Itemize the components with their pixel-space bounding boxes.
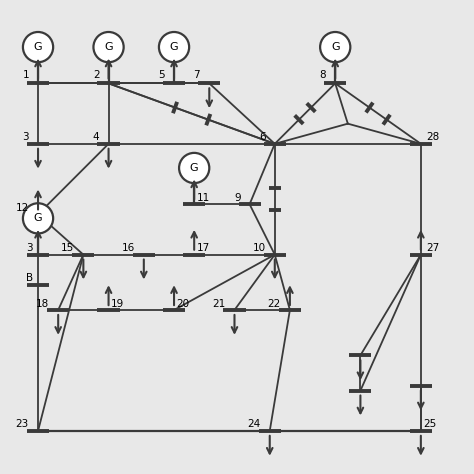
Text: 25: 25 bbox=[423, 419, 437, 429]
Text: 4: 4 bbox=[93, 132, 100, 142]
Text: 12: 12 bbox=[16, 203, 29, 213]
Text: 11: 11 bbox=[197, 193, 210, 203]
Text: 19: 19 bbox=[111, 299, 124, 309]
Text: 23: 23 bbox=[16, 419, 29, 429]
Text: 28: 28 bbox=[426, 132, 439, 142]
Text: 6: 6 bbox=[259, 132, 266, 142]
Text: 18: 18 bbox=[36, 299, 49, 309]
Text: 9: 9 bbox=[234, 193, 240, 203]
Circle shape bbox=[23, 203, 53, 234]
Text: G: G bbox=[34, 42, 42, 52]
Text: 8: 8 bbox=[319, 70, 326, 81]
Circle shape bbox=[23, 32, 53, 62]
Text: 10: 10 bbox=[253, 243, 266, 253]
Text: 22: 22 bbox=[267, 299, 281, 309]
Circle shape bbox=[179, 153, 210, 183]
Text: G: G bbox=[34, 213, 42, 223]
Text: 20: 20 bbox=[176, 299, 190, 309]
Text: 16: 16 bbox=[121, 243, 135, 253]
Text: 17: 17 bbox=[197, 243, 210, 253]
Text: 5: 5 bbox=[158, 70, 165, 81]
Text: 3: 3 bbox=[27, 243, 33, 253]
Text: B: B bbox=[26, 273, 33, 283]
Circle shape bbox=[159, 32, 189, 62]
Text: G: G bbox=[170, 42, 178, 52]
Text: 1: 1 bbox=[22, 70, 29, 81]
Text: 24: 24 bbox=[247, 419, 261, 429]
Text: 21: 21 bbox=[212, 299, 226, 309]
Circle shape bbox=[93, 32, 124, 62]
Text: 27: 27 bbox=[426, 243, 439, 253]
Text: G: G bbox=[331, 42, 339, 52]
Text: 15: 15 bbox=[61, 243, 74, 253]
Text: 2: 2 bbox=[93, 70, 100, 81]
Text: 3: 3 bbox=[22, 132, 29, 142]
Text: 7: 7 bbox=[193, 70, 200, 81]
Text: G: G bbox=[104, 42, 113, 52]
Text: G: G bbox=[190, 163, 199, 173]
Circle shape bbox=[320, 32, 350, 62]
